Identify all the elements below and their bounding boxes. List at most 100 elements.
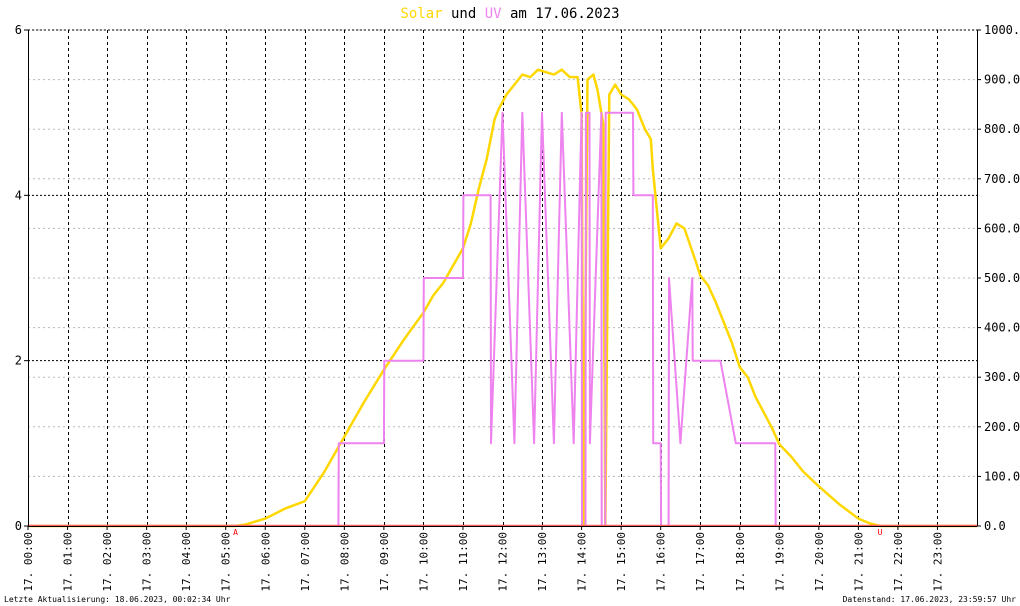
solar-point	[592, 73, 595, 76]
x-tick-label: 17. 15:00	[615, 532, 628, 592]
x-tick-label: 17. 07:00	[299, 532, 312, 592]
uv-point	[652, 194, 654, 196]
solar-point	[402, 339, 405, 341]
uv-point	[521, 112, 524, 114]
solar-point	[802, 470, 804, 473]
x-tick-label: 17. 20:00	[813, 532, 826, 592]
solar-point	[513, 83, 516, 86]
uv-point	[541, 112, 543, 114]
marker-U: U	[878, 528, 883, 537]
solar-point	[650, 138, 652, 140]
x-tick-label: 17. 03:00	[141, 532, 154, 592]
x-tick-label: 17. 19:00	[773, 532, 786, 592]
solar-point	[762, 411, 765, 413]
y-right-tick-label: 900.0	[984, 73, 1020, 87]
uv-point	[659, 442, 662, 445]
x-tick-label: 17. 11:00	[457, 532, 470, 592]
uv-point	[735, 442, 737, 445]
uv-point	[553, 442, 555, 445]
uv-point	[691, 277, 694, 279]
solar-point	[790, 455, 792, 458]
solar-point	[608, 93, 611, 96]
title-und: und	[443, 6, 485, 22]
solar-point	[576, 76, 579, 78]
uv-point	[585, 112, 587, 114]
uv-point	[679, 442, 682, 445]
uv-point	[572, 442, 575, 445]
solar-point	[363, 401, 365, 403]
uv-point	[561, 112, 563, 114]
x-tick-label: 17. 14:00	[576, 532, 589, 592]
solar-point	[652, 168, 654, 170]
solar-point	[683, 227, 686, 230]
solar-point	[586, 78, 589, 81]
x-tick-label: 17. 04:00	[180, 532, 193, 592]
solar-line	[28, 68, 977, 528]
solar-point	[869, 522, 871, 525]
y-left-tick-label: 6	[15, 23, 22, 37]
x-tick-label: 17. 00:00	[22, 532, 35, 592]
x-tick-label: 17. 01:00	[62, 532, 75, 592]
solar-point	[264, 517, 267, 520]
uv-point	[383, 442, 385, 445]
solar-point	[343, 435, 346, 438]
y-right-tick-label: 400.0	[984, 321, 1020, 335]
uv-point	[383, 360, 386, 362]
solar-point	[537, 68, 539, 71]
y-right-tick-label: 0.0	[984, 519, 1006, 533]
uv-point	[668, 277, 670, 279]
y-right-tick-label: 100.0	[984, 469, 1020, 483]
x-tick-label: 17. 02:00	[101, 532, 114, 592]
x-tick-label: 17. 06:00	[259, 532, 272, 592]
solar-point	[493, 118, 496, 121]
solar-point	[497, 108, 500, 111]
uv-point	[589, 442, 591, 445]
uv-point	[691, 360, 694, 362]
solar-point	[731, 341, 733, 344]
y-right-tick-label: 500.0	[984, 271, 1020, 285]
solar-point	[478, 187, 480, 190]
y-right-tick-label: 700.0	[984, 172, 1020, 186]
solar-point	[667, 237, 670, 240]
uv-point	[774, 442, 777, 445]
solar-point	[659, 247, 662, 249]
uv-point	[652, 442, 654, 445]
uv-point	[632, 194, 635, 196]
solar-point	[304, 500, 306, 503]
solar-point	[695, 262, 698, 264]
x-tick-label: 17. 09:00	[378, 532, 391, 592]
solar-point	[675, 222, 678, 225]
solar-point	[284, 507, 286, 510]
x-tick-label: 17. 21:00	[852, 532, 865, 592]
solar-point	[596, 88, 599, 91]
y-right-tick-label: 800.0	[984, 122, 1020, 136]
solar-point	[699, 274, 701, 277]
uv-point	[608, 112, 611, 114]
uv-point	[719, 360, 722, 362]
uv-point	[423, 277, 425, 279]
uv-point	[513, 442, 516, 445]
x-tick-label: 17. 12:00	[497, 532, 510, 592]
uv-point	[422, 360, 425, 362]
y-right-tick-label: 1000.0	[984, 23, 1020, 37]
x-tick-label: 17. 17:00	[694, 532, 707, 592]
x-tick-label: 17. 18:00	[734, 532, 747, 592]
uv-point	[604, 112, 607, 114]
solar-point	[470, 222, 472, 225]
solar-point	[568, 76, 571, 78]
chart-title: Solar und UV am 17.06.2023	[400, 6, 619, 22]
x-tick-label: 17. 23:00	[932, 532, 945, 592]
solar-point	[628, 98, 630, 101]
solar-point	[561, 68, 563, 71]
solar-point	[485, 158, 488, 160]
x-tick-label: 17. 10:00	[417, 532, 430, 592]
solar-point	[778, 443, 781, 446]
title-date: am 17.06.2023	[502, 6, 620, 22]
solar-point	[529, 76, 531, 78]
x-tick-label: 17. 13:00	[536, 532, 549, 592]
solar-point	[857, 517, 860, 520]
solar-point	[521, 73, 524, 76]
title-solar: Solar	[400, 6, 442, 22]
marker-A: A	[233, 528, 238, 537]
